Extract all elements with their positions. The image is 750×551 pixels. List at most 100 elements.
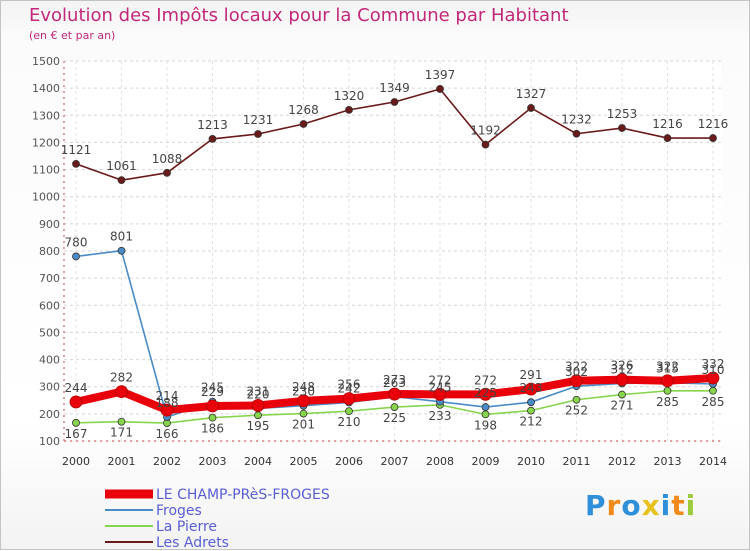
x-tick-label: 2005 bbox=[290, 455, 318, 468]
data-label: 212 bbox=[520, 415, 543, 429]
data-point bbox=[709, 386, 717, 395]
data-point bbox=[72, 159, 80, 168]
data-point bbox=[706, 371, 720, 385]
data-label: 201 bbox=[292, 418, 315, 432]
data-point bbox=[299, 409, 308, 418]
data-point bbox=[570, 374, 583, 388]
data-point bbox=[479, 387, 492, 401]
data-label: 244 bbox=[65, 381, 88, 395]
data-label: 210 bbox=[338, 415, 361, 429]
data-point bbox=[615, 373, 629, 387]
data-label: 271 bbox=[611, 399, 634, 413]
logo-letter: i bbox=[660, 489, 672, 522]
data-label: 310 bbox=[702, 363, 725, 377]
y-tick-label: 100 bbox=[39, 435, 60, 448]
data-point bbox=[436, 85, 444, 93]
data-label: 326 bbox=[611, 359, 634, 373]
x-tick-label: 2006 bbox=[335, 455, 363, 468]
y-tick-label: 1400 bbox=[32, 82, 60, 95]
data-point bbox=[618, 124, 626, 132]
data-point bbox=[524, 382, 538, 396]
data-label: 231 bbox=[247, 384, 270, 398]
data-label: 188 bbox=[156, 396, 179, 410]
data-label: 302 bbox=[565, 365, 588, 379]
data-label: 195 bbox=[247, 419, 270, 433]
data-label: 322 bbox=[565, 360, 588, 374]
data-label: 322 bbox=[656, 360, 679, 374]
data-point bbox=[251, 399, 265, 412]
data-point bbox=[72, 418, 80, 427]
data-point bbox=[117, 176, 126, 185]
proxiti-logo: Proxiti bbox=[585, 489, 696, 522]
data-label: 186 bbox=[201, 422, 224, 436]
x-tick-label: 2008 bbox=[426, 455, 454, 468]
data-point bbox=[208, 134, 217, 143]
data-label: 1397 bbox=[425, 68, 456, 82]
data-label: 801 bbox=[110, 230, 133, 244]
data-point bbox=[117, 246, 126, 255]
x-tick-label: 2007 bbox=[381, 455, 409, 468]
data-point bbox=[481, 410, 490, 419]
chart-title: Evolution des Impôts locaux pour la Comm… bbox=[29, 5, 569, 26]
data-point bbox=[527, 398, 535, 407]
y-tick-label: 500 bbox=[39, 326, 60, 339]
data-label: 1349 bbox=[379, 81, 410, 95]
data-point bbox=[527, 406, 535, 415]
data-point bbox=[117, 417, 126, 426]
x-tick-label: 2004 bbox=[244, 455, 272, 468]
y-tick-label: 1200 bbox=[32, 136, 60, 149]
y-tick-label: 600 bbox=[39, 299, 60, 312]
y-tick-label: 1300 bbox=[32, 109, 60, 122]
data-point bbox=[115, 385, 128, 399]
data-point bbox=[208, 413, 217, 422]
data-label: 171 bbox=[110, 426, 133, 440]
data-label: 198 bbox=[474, 418, 497, 432]
data-point bbox=[297, 394, 310, 408]
data-label: 272 bbox=[429, 373, 452, 387]
data-label: 1253 bbox=[607, 107, 638, 121]
logo-letter: t bbox=[671, 489, 686, 522]
y-tick-label: 1000 bbox=[32, 191, 60, 204]
data-point bbox=[663, 134, 672, 142]
data-label: 243 bbox=[520, 381, 543, 395]
data-point bbox=[481, 140, 490, 149]
data-label: 167 bbox=[65, 427, 88, 441]
data-label: 315 bbox=[656, 362, 679, 376]
data-point bbox=[206, 399, 219, 413]
chart-subtitle: (en € et par an) bbox=[29, 29, 116, 42]
data-label: 1320 bbox=[334, 89, 365, 103]
data-label: 245 bbox=[201, 381, 224, 395]
legend-label: LE CHAMP-PRèS-FROGES bbox=[156, 487, 330, 503]
data-point bbox=[388, 387, 401, 401]
data-point bbox=[342, 392, 356, 406]
data-label: 285 bbox=[702, 395, 725, 409]
data-point bbox=[390, 403, 399, 411]
y-tick-label: 200 bbox=[39, 408, 60, 421]
data-label: 291 bbox=[520, 368, 543, 382]
data-label: 1061 bbox=[106, 159, 137, 173]
data-point bbox=[345, 105, 353, 114]
data-label: 1121 bbox=[61, 143, 92, 157]
logo-letter: r bbox=[606, 489, 622, 522]
data-point bbox=[433, 387, 447, 401]
data-point bbox=[572, 395, 581, 404]
data-point bbox=[390, 98, 399, 106]
logo-letter: i bbox=[685, 489, 697, 522]
data-point bbox=[160, 403, 174, 417]
data-label: 225 bbox=[474, 386, 497, 400]
x-tick-label: 2010 bbox=[517, 455, 545, 468]
data-point bbox=[481, 403, 490, 411]
data-label: 256 bbox=[338, 378, 361, 392]
y-tick-label: 1100 bbox=[32, 164, 60, 177]
data-point bbox=[663, 386, 672, 395]
x-tick-label: 2011 bbox=[563, 455, 591, 468]
data-label: 229 bbox=[201, 385, 224, 399]
data-label: 1268 bbox=[288, 103, 319, 117]
data-point bbox=[661, 374, 674, 388]
data-label: 248 bbox=[292, 380, 315, 394]
data-point bbox=[69, 395, 83, 409]
data-label: 1192 bbox=[470, 124, 501, 138]
x-tick-label: 2012 bbox=[608, 455, 636, 468]
data-point bbox=[527, 104, 535, 112]
